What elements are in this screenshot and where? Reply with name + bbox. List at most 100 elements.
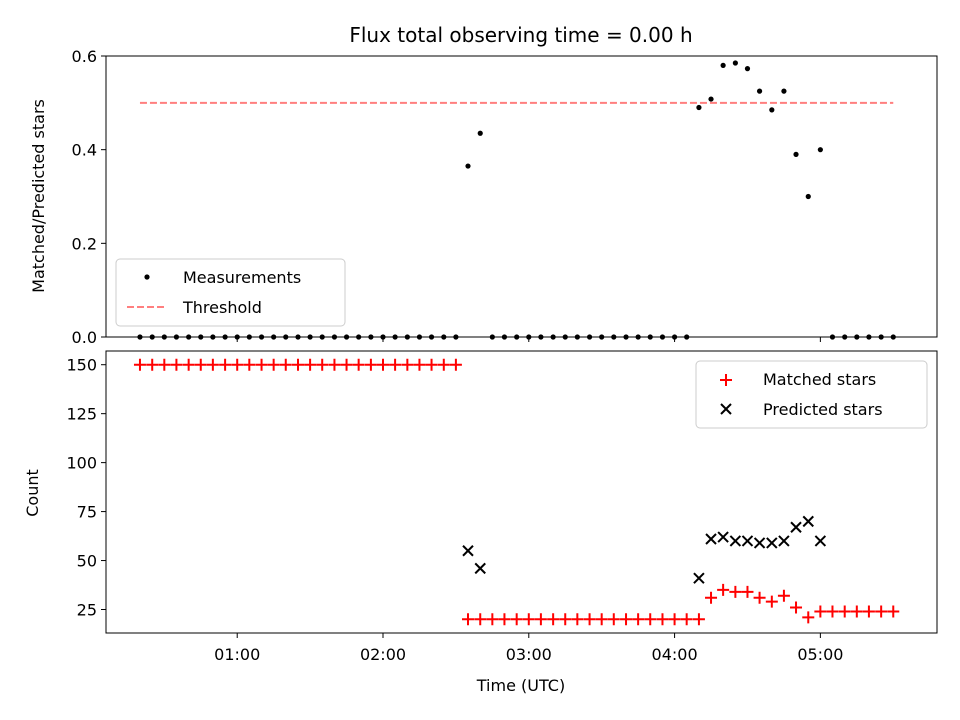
bottom-y-tick-label: 50 — [77, 552, 97, 571]
matched-stars-point — [692, 613, 705, 626]
bottom-x-tick-label: 04:00 — [652, 645, 698, 664]
bottom-y-tick-label: 25 — [77, 601, 97, 620]
matched-stars-point — [449, 358, 462, 371]
top-legend: Measurements Threshold — [115, 258, 346, 327]
matched-stars-point — [486, 613, 499, 626]
matched-stars-point — [559, 613, 572, 626]
matched-stars-point — [583, 613, 596, 626]
matched-stars-point — [741, 585, 754, 598]
measurement-point — [744, 66, 751, 72]
matched-stars-point — [607, 613, 620, 626]
predicted-stars-point — [693, 572, 705, 584]
measurement-point — [781, 88, 787, 94]
matched-stars-point — [146, 358, 159, 371]
measurement-point — [477, 130, 483, 136]
predicted-stars-point — [753, 537, 766, 549]
matched-stars-point — [850, 605, 863, 618]
legend-predicted-label: Predicted stars — [763, 400, 883, 419]
matched-stars-point — [534, 613, 547, 626]
matched-stars-point — [802, 611, 815, 624]
measurement-point — [805, 193, 811, 200]
top-y-tick-label: 0.4 — [72, 141, 97, 160]
matched-stars-point — [474, 613, 487, 626]
matched-stars-point — [777, 589, 790, 602]
matched-stars-point — [838, 605, 851, 618]
matched-stars-point — [571, 613, 584, 626]
matched-stars-point — [328, 358, 341, 371]
matched-stars-point — [875, 605, 888, 618]
measurement-point — [708, 96, 714, 102]
bottom-x-tick-label: 03:00 — [506, 645, 552, 664]
bottom-y-tick-label: 75 — [77, 503, 97, 522]
matched-stars-point — [243, 358, 256, 371]
matched-stars-point — [632, 613, 645, 626]
predicted-stars-point — [705, 533, 717, 545]
matched-stars-point — [644, 613, 657, 626]
matched-stars-point — [219, 358, 232, 371]
x-axis-label: Time (UTC) — [476, 676, 565, 695]
predicted-stars-point — [717, 531, 729, 543]
top-y-tick-label: 0.2 — [72, 234, 97, 253]
predicted-stars-point — [790, 521, 802, 533]
predicted-stars-point — [814, 535, 827, 547]
matched-stars-point — [753, 591, 766, 604]
matched-stars-point — [158, 358, 171, 371]
bottom-plot-content: 25 50 75 100 125 150 01:00 02:00 03:00 04:00 05:00 — [66, 356, 900, 664]
matched-stars-point — [729, 585, 742, 598]
legend-matched-label: Matched stars — [763, 370, 876, 389]
matched-stars-point — [364, 358, 377, 371]
matched-stars-point — [182, 358, 195, 371]
matched-stars-point — [437, 358, 450, 371]
predicted-stars-point — [766, 537, 778, 549]
legend-predicted-marker — [720, 403, 732, 415]
matched-stars-point — [316, 358, 329, 371]
matched-stars-point — [255, 358, 268, 371]
matched-stars-point — [620, 613, 633, 626]
measurement-point — [465, 163, 471, 169]
matched-stars-point — [510, 613, 523, 626]
legend-measurements-marker — [144, 274, 150, 280]
top-y-tick-label: 0.0 — [72, 328, 97, 347]
measurement-point — [756, 88, 763, 94]
legend-measurements-label: Measurements — [183, 268, 301, 287]
matched-stars-point — [267, 358, 280, 371]
matched-stars-point — [814, 605, 827, 618]
measurement-point — [817, 147, 823, 153]
matched-stars-point — [668, 613, 681, 626]
matched-stars-point — [292, 358, 305, 371]
matched-stars-point — [862, 605, 875, 618]
matched-stars-point — [826, 605, 839, 618]
bottom-x-tick-label: 01:00 — [214, 645, 260, 664]
matched-stars-point — [304, 358, 317, 371]
matched-stars-point — [790, 601, 803, 614]
predicted-stars-point — [462, 545, 474, 557]
bottom-x-tick-label: 02:00 — [360, 645, 406, 664]
predicted-stars-point — [729, 535, 742, 547]
top-axes-frame — [105, 55, 938, 338]
bottom-panel: Count Time (UTC) 25 50 75 100 125 150 01:00 02:… — [23, 350, 938, 695]
measurement-point — [732, 60, 738, 66]
predicted-stars-point — [741, 535, 754, 547]
matched-stars-point — [656, 613, 669, 626]
matched-stars-point — [340, 358, 353, 371]
measurement-point — [696, 104, 702, 111]
matched-stars-point — [522, 613, 535, 626]
matched-stars-point — [765, 595, 778, 608]
matched-stars-point — [705, 591, 718, 604]
legend-threshold-label: Threshold — [182, 298, 262, 317]
matched-stars-point — [547, 613, 560, 626]
top-y-tick-label: 0.6 — [72, 47, 97, 66]
top-legend-box — [115, 258, 346, 327]
matched-stars-point — [413, 358, 426, 371]
measurement-point — [793, 151, 799, 157]
bottom-y-axis-label: Count — [23, 469, 42, 517]
matched-stars-point — [194, 358, 207, 371]
bottom-y-tick-label: 150 — [66, 356, 97, 375]
bottom-y-tick-label: 100 — [66, 454, 97, 473]
matched-stars-point — [352, 358, 365, 371]
matched-stars-point — [133, 358, 146, 371]
matched-stars-point — [717, 583, 730, 596]
bottom-y-tick-label: 125 — [66, 405, 97, 424]
matched-stars-point — [170, 358, 183, 371]
legend-matched-marker — [720, 374, 732, 386]
